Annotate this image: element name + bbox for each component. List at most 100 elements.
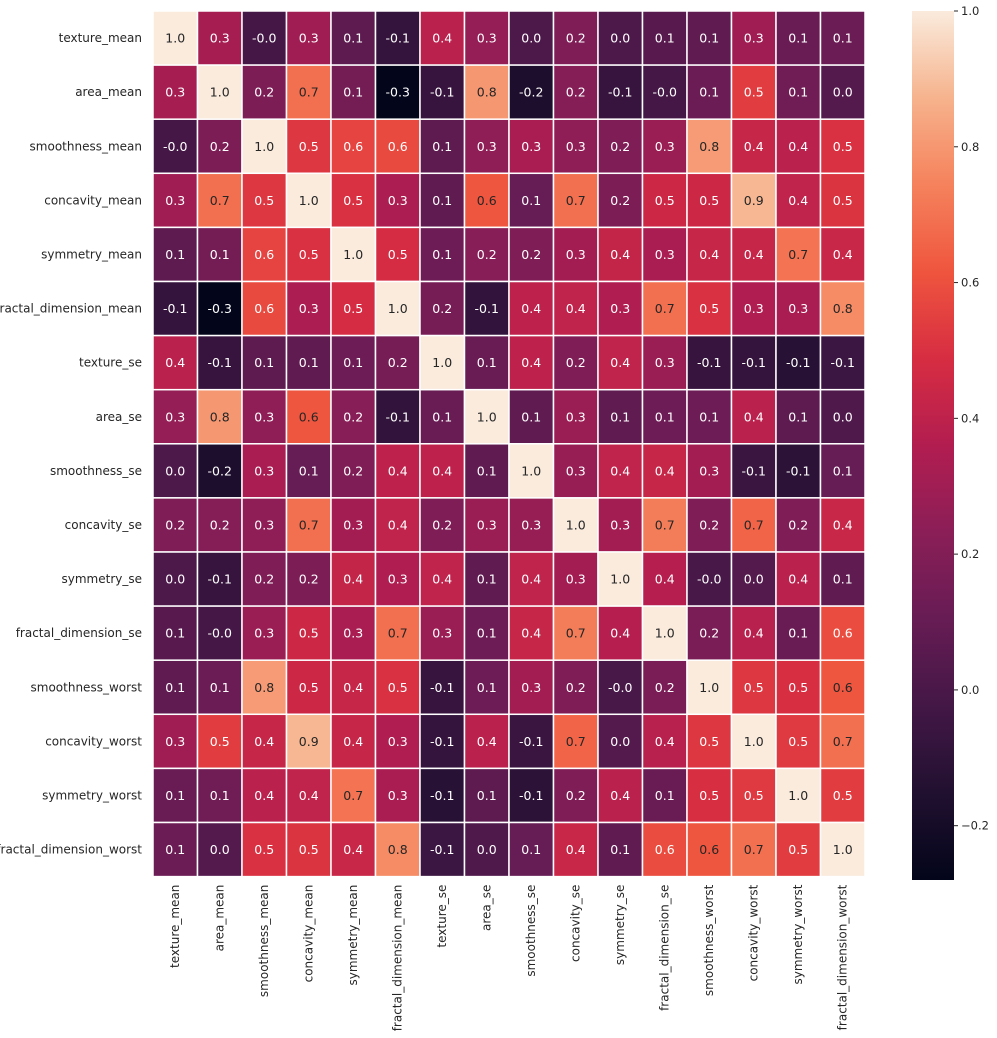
heatmap-cell-smoothness-worst-texture-mean bbox=[152, 659, 199, 716]
row-label-smoothness-worst: smoothness_worst bbox=[31, 680, 143, 694]
column-label-smoothness-mean: smoothness_mean bbox=[257, 885, 271, 997]
cell-value-fractal-dimension-worst-texture-mean: 0.1 bbox=[165, 842, 185, 857]
cell-value-smoothness-worst-concavity-se: 0.2 bbox=[566, 680, 586, 695]
heatmap-cell-smoothness-worst-texture-se bbox=[419, 659, 466, 716]
column-label-texture-se: texture_se bbox=[435, 885, 449, 948]
heatmap-cell-concavity-worst-symmetry-se bbox=[597, 713, 644, 770]
cell-value-symmetry-mean-symmetry-se: 0.4 bbox=[610, 247, 630, 262]
row-label-smoothness-mean: smoothness_mean bbox=[30, 139, 142, 153]
cell-value-symmetry-mean-symmetry-worst: 0.7 bbox=[788, 247, 808, 262]
heatmap-cell-texture-se-fractal-dimension-worst bbox=[819, 334, 866, 391]
heatmap-cell-smoothness-se-texture-mean bbox=[152, 443, 199, 499]
heatmap-cell-smoothness-mean-fractal-dimension-worst bbox=[819, 118, 866, 175]
cell-value-smoothness-mean-texture-se: 0.1 bbox=[432, 139, 452, 154]
heatmap-cell-symmetry-se-fractal-dimension-mean bbox=[374, 551, 421, 607]
cell-value-concavity-worst-smoothness-se: -0.1 bbox=[519, 734, 543, 749]
cell-value-area-se-fractal-dimension-worst: 0.0 bbox=[833, 409, 853, 424]
cell-value-smoothness-worst-smoothness-worst: 1.0 bbox=[699, 680, 719, 695]
cell-value-concavity-worst-fractal-dimension-mean: 0.3 bbox=[388, 734, 408, 749]
cell-value-concavity-worst-concavity-worst: 1.0 bbox=[744, 734, 764, 749]
heatmap-cell-symmetry-mean-area-mean bbox=[196, 226, 243, 283]
cell-value-area-mean-texture-mean: 0.3 bbox=[165, 85, 185, 100]
heatmap-cell-smoothness-mean-concavity-se bbox=[552, 118, 599, 175]
heatmap-cell-symmetry-mean-fractal-dimension-se bbox=[641, 226, 688, 283]
cell-value-symmetry-worst-concavity-worst: 0.5 bbox=[744, 788, 764, 803]
cell-value-fractal-dimension-worst-fractal-dimension-se: 0.6 bbox=[655, 842, 675, 857]
cell-value-smoothness-worst-symmetry-se: -0.0 bbox=[608, 680, 632, 695]
cell-value-concavity-mean-area-se: 0.6 bbox=[477, 193, 497, 208]
cell-value-symmetry-mean-smoothness-se: 0.2 bbox=[521, 247, 541, 262]
row-label-fractal-dimension-mean: fractal_dimension_mean bbox=[0, 302, 142, 316]
heatmap-cell-symmetry-mean-concavity-se bbox=[552, 226, 599, 283]
cell-value-fractal-dimension-mean-symmetry-se: 0.3 bbox=[610, 301, 630, 316]
colorbar-tick-label: 1.0 bbox=[961, 4, 979, 18]
heatmap-cell-area-mean-symmetry-se bbox=[597, 64, 644, 120]
heatmap-cell-fractal-dimension-worst-concavity-se bbox=[552, 821, 599, 878]
column-label-concavity-se: concavity_se bbox=[569, 885, 583, 962]
cell-value-smoothness-se-concavity-se: 0.3 bbox=[566, 463, 586, 478]
heatmap-cell-smoothness-se-fractal-dimension-mean bbox=[374, 443, 421, 499]
cell-value-texture-mean-concavity-mean: 0.3 bbox=[299, 31, 319, 46]
heatmap-cells: 1.0 0.3 -0.0 0.3 0.1 -0.1 0.4 0.3 0.0 0.2 0.0 0.1 0.… bbox=[152, 10, 866, 878]
cell-value-fractal-dimension-worst-concavity-se: 0.4 bbox=[566, 842, 586, 857]
heatmap-cell-concavity-mean-symmetry-mean bbox=[330, 172, 377, 229]
cell-value-concavity-se-area-se: 0.3 bbox=[477, 517, 497, 532]
cell-value-texture-se-concavity-mean: 0.1 bbox=[299, 355, 319, 370]
cell-value-texture-se-smoothness-mean: 0.1 bbox=[254, 355, 274, 370]
colorbar-tick-label: 0.0 bbox=[961, 683, 979, 697]
column-label-smoothness-worst: smoothness_worst bbox=[702, 884, 716, 996]
heatmap-cell-symmetry-worst-fractal-dimension-se bbox=[641, 767, 688, 824]
cell-value-area-se-smoothness-mean: 0.3 bbox=[254, 409, 274, 424]
cell-value-concavity-se-texture-se: 0.2 bbox=[432, 517, 452, 532]
cell-value-symmetry-se-smoothness-worst: -0.0 bbox=[697, 572, 721, 587]
cell-value-fractal-dimension-mean-symmetry-mean: 0.5 bbox=[343, 301, 363, 316]
heatmap-cell-symmetry-se-fractal-dimension-worst bbox=[819, 551, 866, 607]
row-label-concavity-worst: concavity_worst bbox=[45, 734, 142, 748]
cell-value-symmetry-mean-area-mean: 0.1 bbox=[210, 247, 230, 262]
cell-value-fractal-dimension-mean-area-mean: -0.3 bbox=[208, 301, 232, 316]
cell-value-symmetry-se-symmetry-mean: 0.4 bbox=[343, 572, 363, 587]
cell-value-texture-mean-area-mean: 0.3 bbox=[210, 31, 230, 46]
heatmap-cell-symmetry-worst-symmetry-mean bbox=[330, 767, 377, 824]
cell-value-concavity-se-symmetry-se: 0.3 bbox=[610, 517, 630, 532]
cell-value-concavity-mean-smoothness-mean: 0.5 bbox=[254, 193, 274, 208]
heatmap-cell-fractal-dimension-worst-fractal-dimension-se bbox=[641, 821, 688, 878]
cell-value-smoothness-se-concavity-mean: 0.1 bbox=[299, 463, 319, 478]
heatmap-cell-fractal-dimension-mean-symmetry-se bbox=[597, 280, 644, 337]
heatmap-cell-symmetry-mean-fractal-dimension-worst bbox=[819, 226, 866, 283]
column-label-symmetry-se: symmetry_se bbox=[613, 885, 627, 966]
cell-value-symmetry-worst-area-se: 0.1 bbox=[477, 788, 497, 803]
heatmap-cell-texture-se-fractal-dimension-se bbox=[641, 334, 688, 391]
heatmap-cell-fractal-dimension-se-area-mean bbox=[196, 605, 243, 661]
cell-value-texture-se-symmetry-worst: -0.1 bbox=[786, 355, 810, 370]
cell-value-texture-mean-area-se: 0.3 bbox=[477, 31, 497, 46]
cell-value-area-se-fractal-dimension-se: 0.1 bbox=[655, 409, 675, 424]
cell-value-smoothness-worst-area-se: 0.1 bbox=[477, 680, 497, 695]
cell-value-concavity-worst-fractal-dimension-worst: 0.7 bbox=[833, 734, 853, 749]
heatmap-cell-concavity-worst-fractal-dimension-mean bbox=[374, 713, 421, 770]
cell-value-symmetry-mean-texture-se: 0.1 bbox=[432, 247, 452, 262]
cell-value-fractal-dimension-mean-fractal-dimension-se: 0.7 bbox=[655, 301, 675, 316]
cell-value-symmetry-mean-smoothness-mean: 0.6 bbox=[254, 247, 274, 262]
cell-value-smoothness-se-texture-se: 0.4 bbox=[432, 463, 452, 478]
cell-value-concavity-worst-area-mean: 0.5 bbox=[210, 734, 230, 749]
cell-value-smoothness-mean-fractal-dimension-mean: 0.6 bbox=[388, 139, 408, 154]
cell-value-symmetry-mean-fractal-dimension-mean: 0.5 bbox=[388, 247, 408, 262]
cell-value-fractal-dimension-worst-fractal-dimension-mean: 0.8 bbox=[388, 842, 408, 857]
cell-value-symmetry-worst-texture-mean: 0.1 bbox=[165, 788, 185, 803]
cell-value-symmetry-worst-texture-se: -0.1 bbox=[430, 788, 454, 803]
cell-value-smoothness-se-smoothness-se: 1.0 bbox=[521, 463, 541, 478]
cell-value-area-se-texture-se: 0.1 bbox=[432, 409, 452, 424]
heatmap-cell-texture-mean-fractal-dimension-worst bbox=[819, 10, 866, 66]
cell-value-concavity-mean-fractal-dimension-mean: 0.3 bbox=[388, 193, 408, 208]
heatmap-cell-concavity-se-smoothness-worst bbox=[686, 497, 733, 553]
cell-value-symmetry-se-smoothness-mean: 0.2 bbox=[254, 572, 274, 587]
cell-value-concavity-worst-fractal-dimension-se: 0.4 bbox=[655, 734, 675, 749]
cell-value-area-mean-fractal-dimension-se: -0.0 bbox=[653, 85, 677, 100]
heatmap-cell-fractal-dimension-se-symmetry-se bbox=[597, 605, 644, 661]
cell-value-area-mean-smoothness-worst: 0.1 bbox=[699, 85, 719, 100]
cell-value-fractal-dimension-worst-concavity-mean: 0.5 bbox=[299, 842, 319, 857]
heatmap-cell-smoothness-mean-concavity-worst bbox=[730, 118, 777, 175]
row-label-area-mean: area_mean bbox=[75, 85, 142, 99]
heatmap-cell-area-mean-fractal-dimension-mean bbox=[374, 64, 421, 120]
